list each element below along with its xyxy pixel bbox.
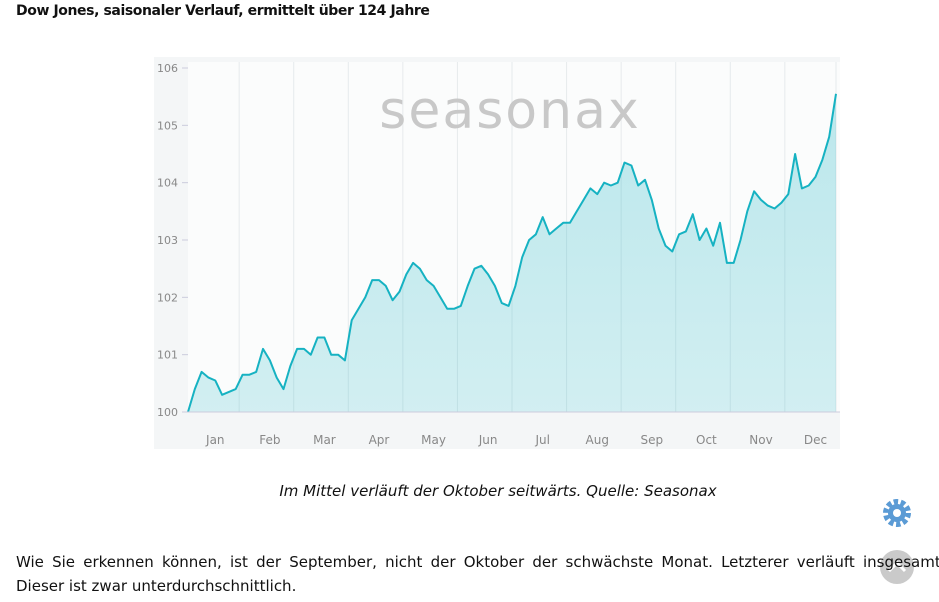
y-tick-label: 103	[157, 234, 178, 247]
x-tick-label: Feb	[259, 433, 280, 447]
x-tick-label: Sep	[641, 433, 664, 447]
y-tick-label: 105	[157, 119, 178, 132]
x-tick-label: Nov	[749, 433, 772, 447]
body-text: Wie Sie erkennen können, ist der Septemb…	[16, 553, 939, 571]
watermark: seasonax	[379, 81, 640, 141]
x-tick-label: Dec	[804, 433, 827, 447]
x-tick-label: Mar	[313, 433, 336, 447]
x-tick-label: Apr	[369, 433, 390, 447]
body-text: Dieser ist zwar unterdurchschnittlich.	[16, 577, 297, 595]
y-tick-label: 102	[157, 291, 178, 304]
caption: Im Mittel verläuft der Oktober seitwärts…	[279, 482, 717, 500]
scroll-button[interactable]	[880, 550, 914, 584]
y-tick-label: 106	[157, 62, 178, 75]
y-tick-label: 101	[157, 349, 178, 362]
settings-icon[interactable]	[883, 499, 911, 527]
x-tick-label: Jul	[534, 433, 549, 447]
x-tick-label: Jan	[205, 433, 225, 447]
x-tick-label: Aug	[586, 433, 609, 447]
x-tick-label: Oct	[696, 433, 717, 447]
article-title: Dow Jones, saisonaler Verlauf, ermittelt…	[16, 3, 430, 19]
line	[187, 93, 837, 413]
x-tick-label: May	[421, 433, 446, 447]
x-tick-label: Jun	[478, 433, 498, 447]
y-tick-label: 100	[157, 406, 178, 419]
y-tick-label: 104	[157, 177, 178, 190]
